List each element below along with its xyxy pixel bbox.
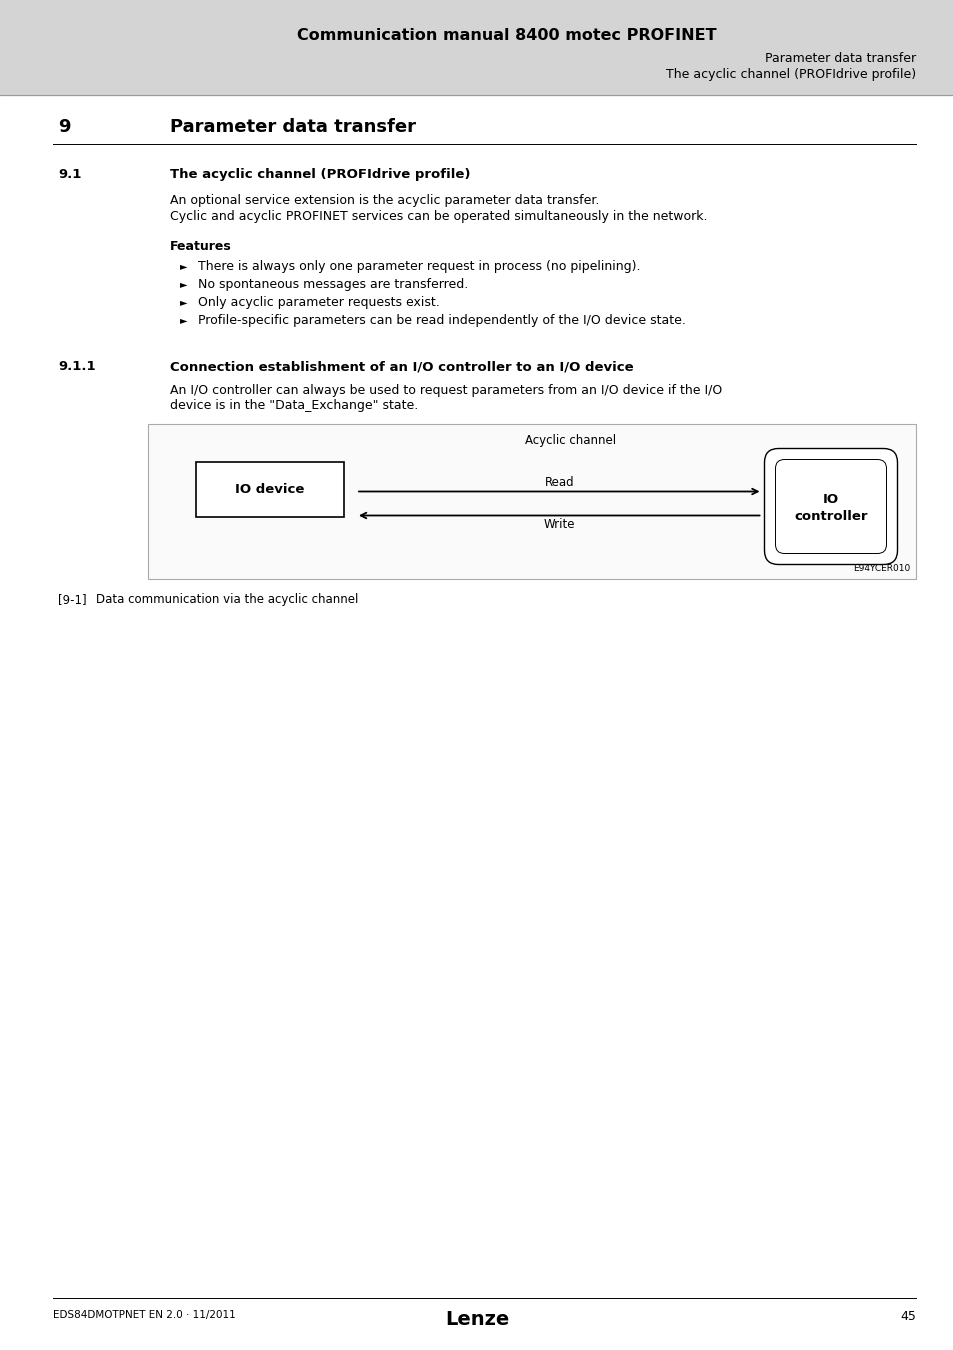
- Text: device is in the "Data_Exchange" state.: device is in the "Data_Exchange" state.: [170, 400, 417, 412]
- Text: IO device: IO device: [235, 483, 304, 495]
- Text: ►: ►: [180, 315, 188, 325]
- Bar: [148, 424, 915, 579]
- Text: Data communication via the acyclic channel: Data communication via the acyclic chann…: [96, 593, 358, 606]
- Text: [9-1]: [9-1]: [58, 593, 87, 606]
- Text: 9: 9: [58, 117, 71, 136]
- FancyBboxPatch shape: [775, 459, 885, 554]
- Text: 9.1: 9.1: [58, 167, 81, 181]
- Text: Connection establishment of an I/O controller to an I/O device: Connection establishment of an I/O contr…: [170, 360, 633, 373]
- Text: controller: controller: [794, 510, 867, 522]
- Text: ►: ►: [180, 279, 188, 289]
- Text: 45: 45: [900, 1310, 915, 1323]
- Bar: [195, 462, 344, 517]
- Text: An optional service extension is the acyclic parameter data transfer.: An optional service extension is the acy…: [170, 194, 598, 207]
- Text: An I/O controller can always be used to request parameters from an I/O device if: An I/O controller can always be used to …: [170, 383, 721, 397]
- Text: Lenze: Lenze: [444, 1310, 509, 1328]
- Text: ►: ►: [180, 297, 188, 306]
- Text: E94YCER010: E94YCER010: [852, 564, 909, 572]
- Text: Write: Write: [543, 518, 575, 532]
- Text: Communication manual 8400 motec PROFINET: Communication manual 8400 motec PROFINET: [297, 28, 716, 43]
- Text: There is always only one parameter request in process (no pipelining).: There is always only one parameter reque…: [198, 261, 639, 273]
- Text: Profile-specific parameters can be read independently of the I/O device state.: Profile-specific parameters can be read …: [198, 315, 685, 327]
- Text: Features: Features: [170, 240, 232, 252]
- FancyBboxPatch shape: [763, 448, 897, 564]
- Bar: [0, 0, 953, 95]
- Text: EDS84DMOTPNET EN 2.0 · 11/2011: EDS84DMOTPNET EN 2.0 · 11/2011: [53, 1310, 235, 1320]
- Text: Read: Read: [544, 475, 574, 489]
- Text: Parameter data transfer: Parameter data transfer: [764, 53, 915, 65]
- Text: No spontaneous messages are transferred.: No spontaneous messages are transferred.: [198, 278, 468, 292]
- Text: Acyclic channel: Acyclic channel: [524, 433, 616, 447]
- Text: The acyclic channel (PROFIdrive profile): The acyclic channel (PROFIdrive profile): [665, 68, 915, 81]
- Text: IO: IO: [822, 493, 839, 506]
- Text: Parameter data transfer: Parameter data transfer: [170, 117, 416, 136]
- Text: The acyclic channel (PROFIdrive profile): The acyclic channel (PROFIdrive profile): [170, 167, 470, 181]
- Text: 9.1.1: 9.1.1: [58, 360, 95, 373]
- Text: ►: ►: [180, 261, 188, 271]
- Text: Only acyclic parameter requests exist.: Only acyclic parameter requests exist.: [198, 296, 439, 309]
- Text: Cyclic and acyclic PROFINET services can be operated simultaneously in the netwo: Cyclic and acyclic PROFINET services can…: [170, 211, 707, 223]
